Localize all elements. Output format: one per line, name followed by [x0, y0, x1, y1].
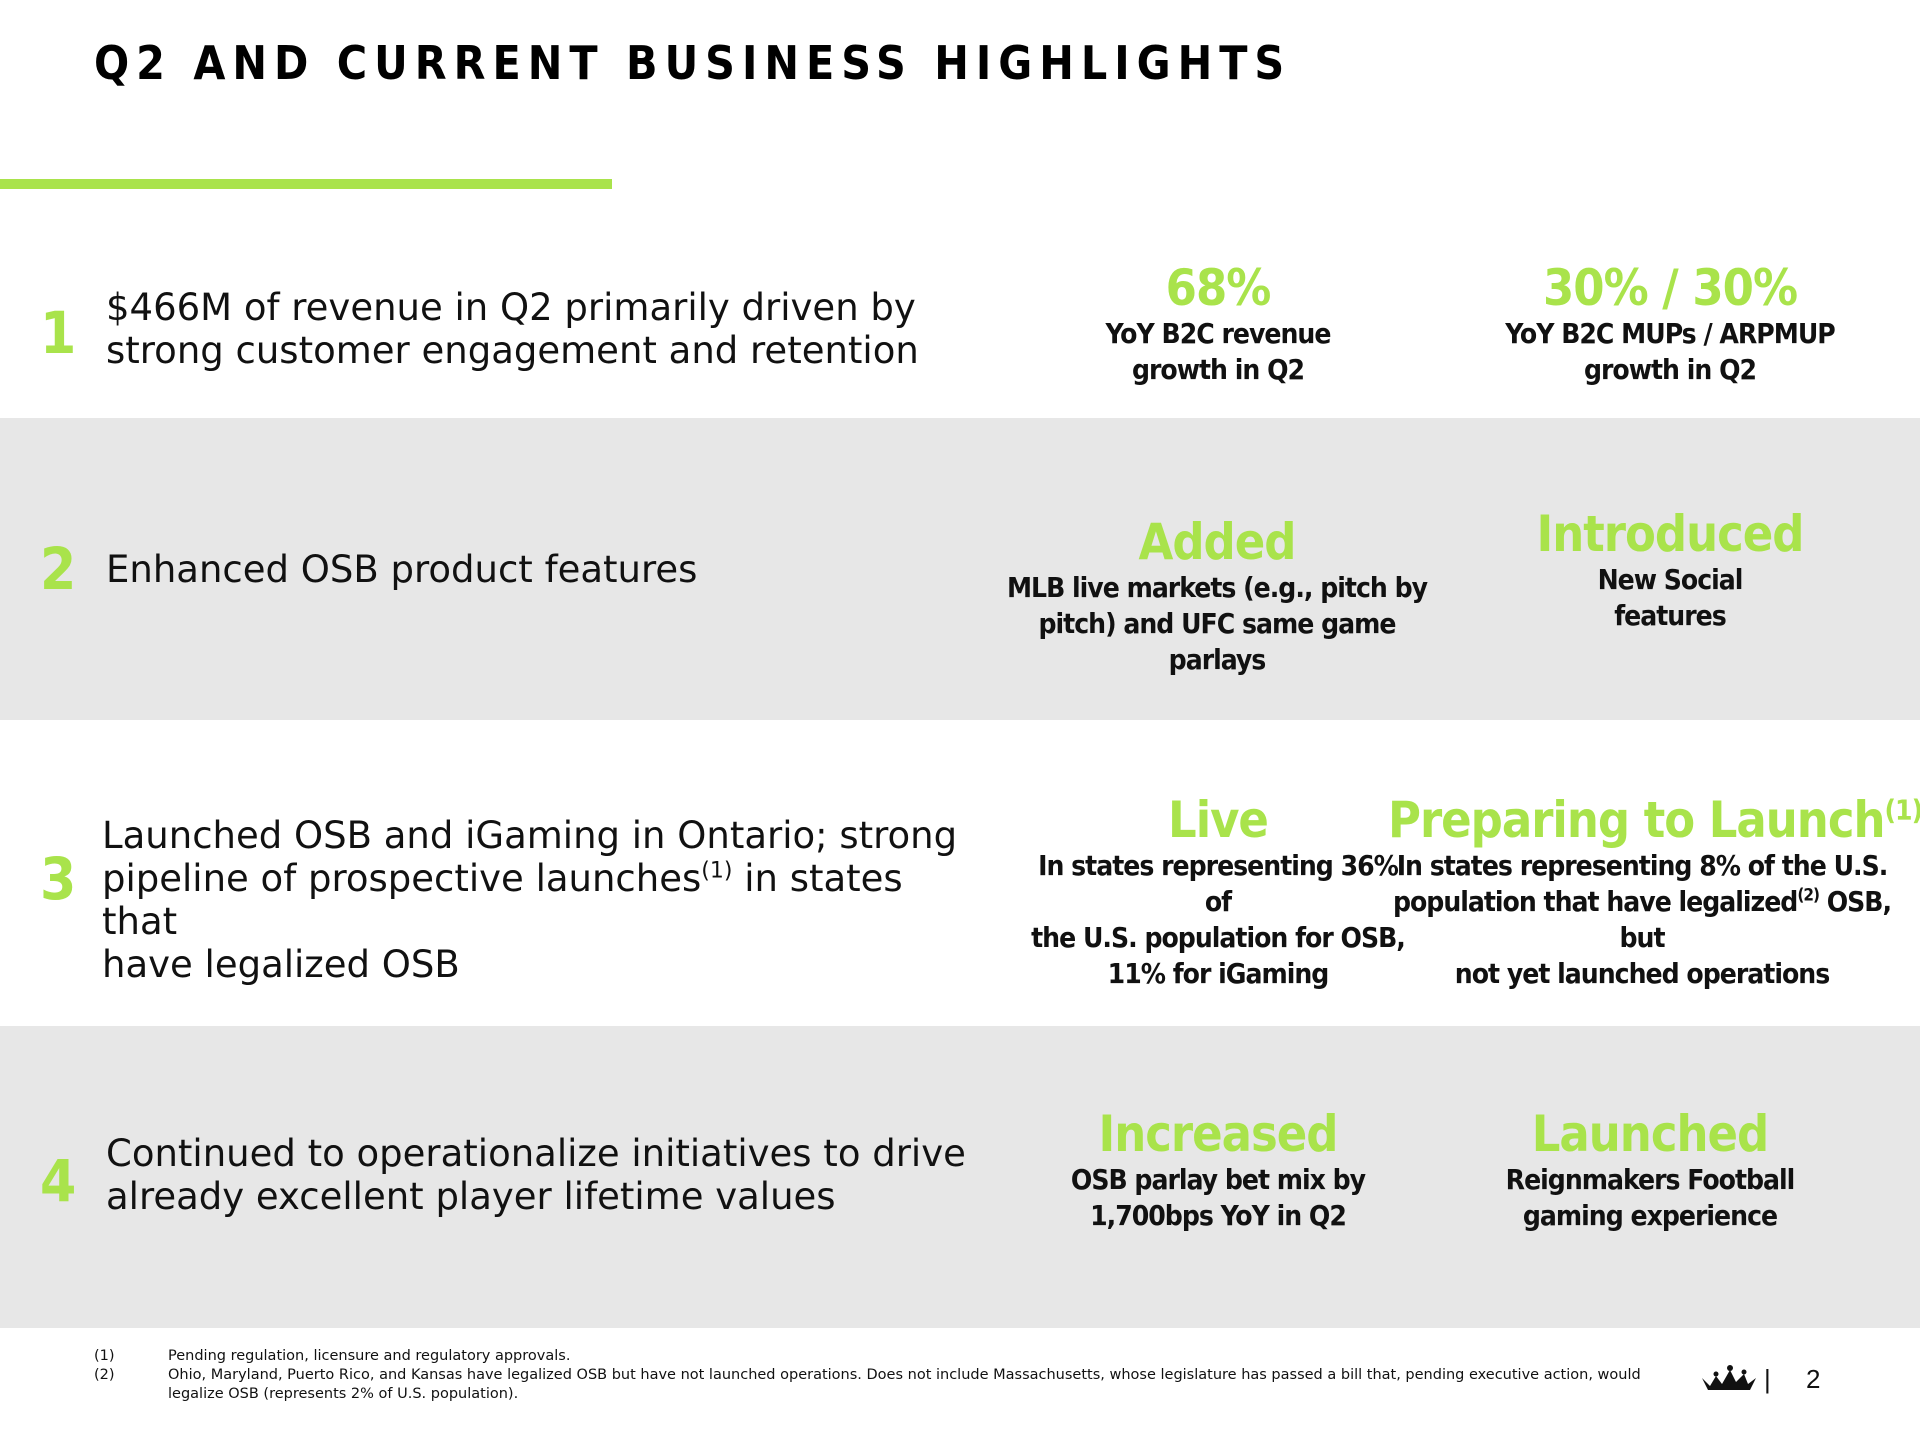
metric-caption: Reignmakers Football gaming experience [1505, 1163, 1796, 1232]
metric-caption: In states representing 36% of the U.S. po… [1031, 849, 1406, 990]
row-number: 1 [40, 299, 77, 367]
row-description: Continued to operationalize initiatives … [106, 1132, 966, 1218]
row-number: 4 [40, 1147, 77, 1215]
metric-launched-reignmakers: Launched Reignmakers Football gaming expe… [1450, 1106, 1850, 1234]
metric-caption: YoY B2C MUPs / ARPMUP growth in Q2 [1505, 317, 1836, 386]
crown-logo-icon [1702, 1365, 1756, 1390]
footnote-2: (2) Ohio, Maryland, Puerto Rico, and Kan… [94, 1366, 1674, 1404]
metric-live-states: Live In states representing 36% of the U.… [1026, 792, 1410, 992]
page-title: Q2 AND CURRENT BUSINESS HIGHLIGHTS [94, 36, 1292, 90]
highlight-row-2: 2 Enhanced OSB product features Added ML… [0, 418, 1920, 720]
footnote-text: Ohio, Maryland, Puerto Rico, and Kansas … [168, 1367, 1641, 1402]
footnotes: (1) Pending regulation, licensure and re… [94, 1347, 1674, 1404]
metric-headline: 68% [1165, 259, 1272, 317]
metric-caption: In states representing 8% of the U.S. pop… [1392, 849, 1892, 990]
row-number: 3 [40, 845, 77, 913]
metric-mups-arpmup: 30% / 30% YoY B2C MUPs / ARPMUP growth in… [1470, 260, 1870, 388]
metric-revenue-growth: 68% YoY B2C revenue growth in Q2 [1018, 260, 1418, 388]
highlight-row-3: 3 Launched OSB and iGaming in Ontario; s… [0, 720, 1920, 1026]
metric-added-features: Added MLB live markets (e.g., pitch by pi… [1000, 514, 1434, 678]
footnote-text: Pending regulation, licensure and regula… [168, 1348, 571, 1364]
row-description: Enhanced OSB product features [106, 548, 698, 591]
highlight-row-1: 1 $466M of revenue in Q2 primarily drive… [0, 230, 1920, 418]
metric-headline: Live [1168, 791, 1269, 849]
highlight-row-4: 4 Continued to operationalize initiative… [0, 1026, 1920, 1328]
metric-headline: Increased [1098, 1105, 1339, 1163]
metric-headline: 30% / 30% [1542, 259, 1798, 317]
page-number: 2 [1806, 1364, 1821, 1394]
metric-headline: Launched [1531, 1105, 1769, 1163]
metric-preparing-launch: Preparing to Launch(1) In states represe… [1388, 791, 1920, 992]
metric-headline: Added [1138, 513, 1297, 571]
title-accent-bar [0, 179, 612, 189]
page-separator: | [1764, 1364, 1771, 1394]
row-number: 2 [40, 535, 77, 603]
metric-introduced-social: Introduced New Social features [1470, 506, 1870, 634]
metric-caption: MLB live markets (e.g., pitch by pitch) a… [1006, 571, 1428, 676]
footnote-mark: (1) [94, 1348, 115, 1364]
footnote-1: (1) Pending regulation, licensure and re… [94, 1347, 1674, 1366]
metric-increased-parlay: Increased OSB parlay bet mix by 1,700bps … [1018, 1106, 1418, 1234]
row-description: $466M of revenue in Q2 primarily driven … [106, 286, 919, 372]
footnote-mark: (2) [94, 1367, 115, 1383]
metric-caption: OSB parlay bet mix by 1,700bps YoY in Q2 [1070, 1163, 1366, 1232]
row-description: Launched OSB and iGaming in Ontario; str… [102, 814, 958, 986]
metric-caption: YoY B2C revenue growth in Q2 [1105, 317, 1332, 386]
metric-headline: Preparing to Launch(1) [1388, 791, 1920, 849]
metric-caption: New Social features [1597, 563, 1744, 632]
metric-headline: Introduced [1536, 505, 1805, 563]
